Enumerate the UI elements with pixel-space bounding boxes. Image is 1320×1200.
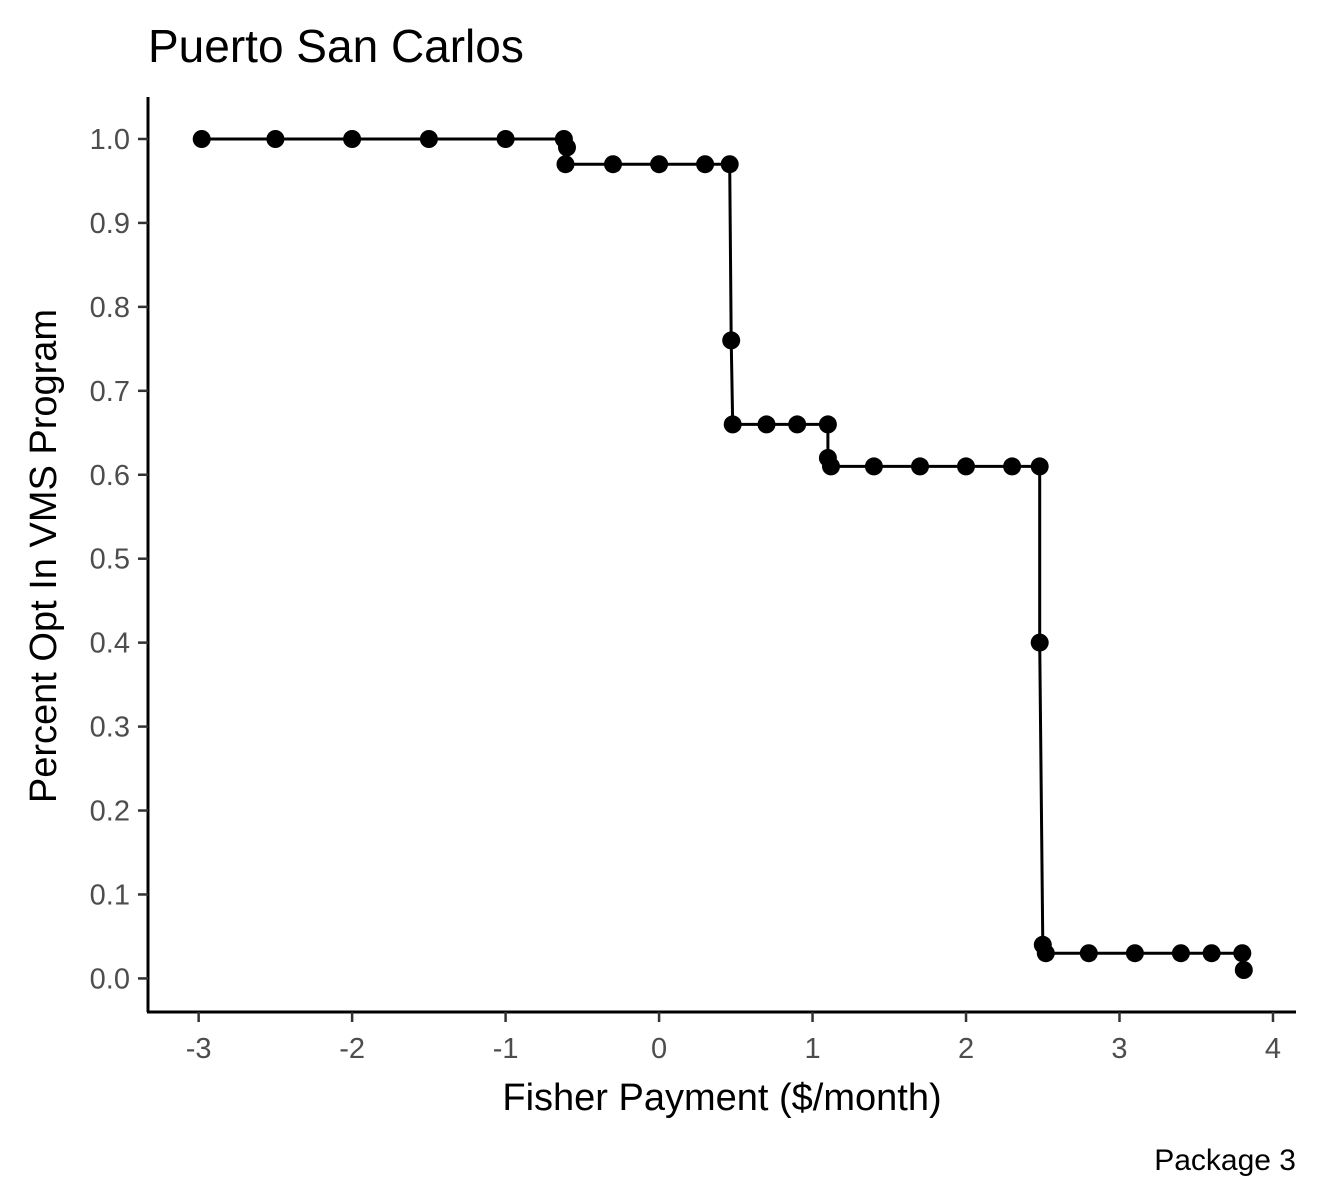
data-point xyxy=(757,415,776,434)
data-point xyxy=(723,415,742,434)
y-tick-label: 0.4 xyxy=(90,628,130,660)
data-point xyxy=(496,130,515,148)
series-line xyxy=(201,137,1246,971)
data-point xyxy=(1030,457,1049,476)
data-point xyxy=(1233,944,1252,963)
data-point xyxy=(720,155,739,174)
y-tick-label: 0.2 xyxy=(90,796,130,828)
x-tick-label: 3 xyxy=(1111,1033,1127,1065)
data-point xyxy=(1030,633,1049,652)
y-axis-title: Percent Opt In VMS Program xyxy=(23,309,65,803)
data-point xyxy=(957,457,975,476)
data-point xyxy=(1125,944,1144,963)
data-point xyxy=(556,155,575,174)
data-point xyxy=(650,155,669,174)
data-point xyxy=(558,138,576,157)
y-tick-label: 0.5 xyxy=(90,544,130,576)
data-point xyxy=(1171,944,1190,963)
x-tick-label: -2 xyxy=(339,1033,365,1065)
x-tick-label: 2 xyxy=(958,1033,974,1065)
data-point xyxy=(419,130,438,148)
y-tick-label: 0.1 xyxy=(90,879,130,911)
x-tick-label: 1 xyxy=(804,1033,820,1065)
data-point xyxy=(192,130,211,148)
data-point xyxy=(864,457,883,476)
y-tick-label: 1.0 xyxy=(90,124,130,156)
chart-title: Puerto San Carlos xyxy=(148,20,524,72)
data-point xyxy=(343,130,362,148)
y-tick-label: 0.8 xyxy=(90,292,130,324)
data-point xyxy=(722,331,741,350)
data-point xyxy=(696,155,715,174)
x-tick-label: 0 xyxy=(651,1033,667,1065)
plot-area xyxy=(192,130,1253,979)
data-point xyxy=(1202,944,1221,963)
data-point xyxy=(818,415,837,434)
data-point xyxy=(1003,457,1022,476)
y-tick-label: 0.3 xyxy=(90,712,130,744)
data-point xyxy=(1036,944,1055,963)
y-tick-label: 0.0 xyxy=(90,963,130,995)
data-point xyxy=(604,155,622,174)
data-point xyxy=(911,457,929,476)
x-axis-ticks: -3 -2 -1 0 1 2 3 4 xyxy=(186,1012,1281,1065)
y-tick-label: 0.6 xyxy=(90,460,130,492)
x-axis-title: Fisher Payment ($/month) xyxy=(502,1077,941,1119)
x-tick-label: 4 xyxy=(1265,1033,1281,1065)
y-tick-label: 0.9 xyxy=(90,208,130,240)
data-point xyxy=(1079,944,1098,963)
x-tick-label: -1 xyxy=(493,1033,519,1065)
data-point xyxy=(788,415,807,434)
data-point xyxy=(1234,961,1253,979)
data-point xyxy=(266,130,285,148)
chart-caption: Package 3 xyxy=(1154,1144,1296,1177)
data-point xyxy=(822,457,840,476)
x-tick-label: -3 xyxy=(186,1033,212,1065)
y-axis-ticks: 0.0 0.1 0.2 0.3 0.4 0.5 0.6 0.7 0.8 0.9 1.0 xyxy=(90,124,148,995)
y-tick-label: 0.7 xyxy=(90,376,130,408)
